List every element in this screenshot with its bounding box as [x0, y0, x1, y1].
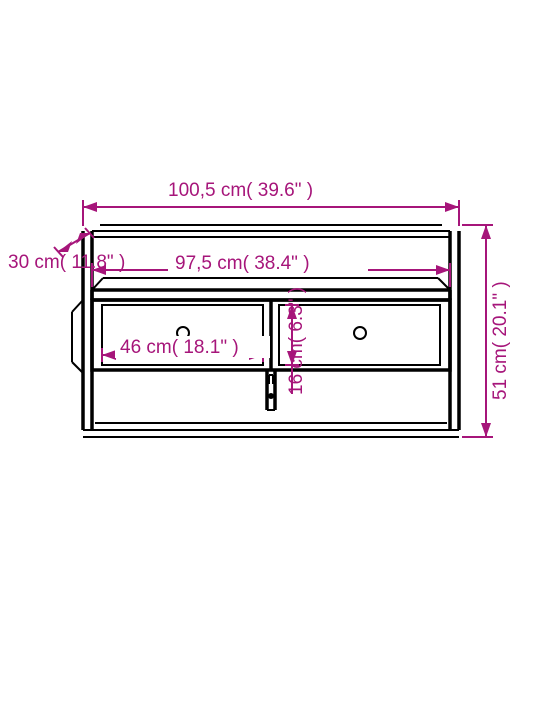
dim-inner-width-text: 97,5 cm( 38.4" ) — [175, 253, 310, 274]
dim-overall-height: 51 cm( 20.1" ) — [462, 225, 511, 437]
dim-overall-width: 100,5 cm( 39.6" ) — [83, 177, 459, 226]
dim-drawer-height: 16 cm( 6.3" ) — [285, 287, 307, 395]
dim-drawer-width-text: 46 cm( 18.1" ) — [120, 337, 239, 358]
dim-depth: 30 cm( 11.8" ) — [8, 228, 125, 273]
dim-inner-width: 97,5 cm( 38.4" ) — [92, 250, 450, 287]
dim-depth-text: 30 cm( 11.8" ) — [8, 252, 125, 273]
diagram-container: 100,5 cm( 39.6" ) 97,5 cm( 38.4" ) 46 cm… — [0, 0, 540, 720]
dim-drawer-height-text: 16 cm( 6.3" ) — [286, 287, 307, 395]
furniture-dimension-diagram: 100,5 cm( 39.6" ) 97,5 cm( 38.4" ) 46 cm… — [0, 0, 540, 720]
dim-overall-height-text: 51 cm( 20.1" ) — [490, 281, 511, 400]
dim-drawer-width: 46 cm( 18.1" ) — [102, 336, 270, 362]
dim-overall-width-text: 100,5 cm( 39.6" ) — [168, 180, 313, 201]
